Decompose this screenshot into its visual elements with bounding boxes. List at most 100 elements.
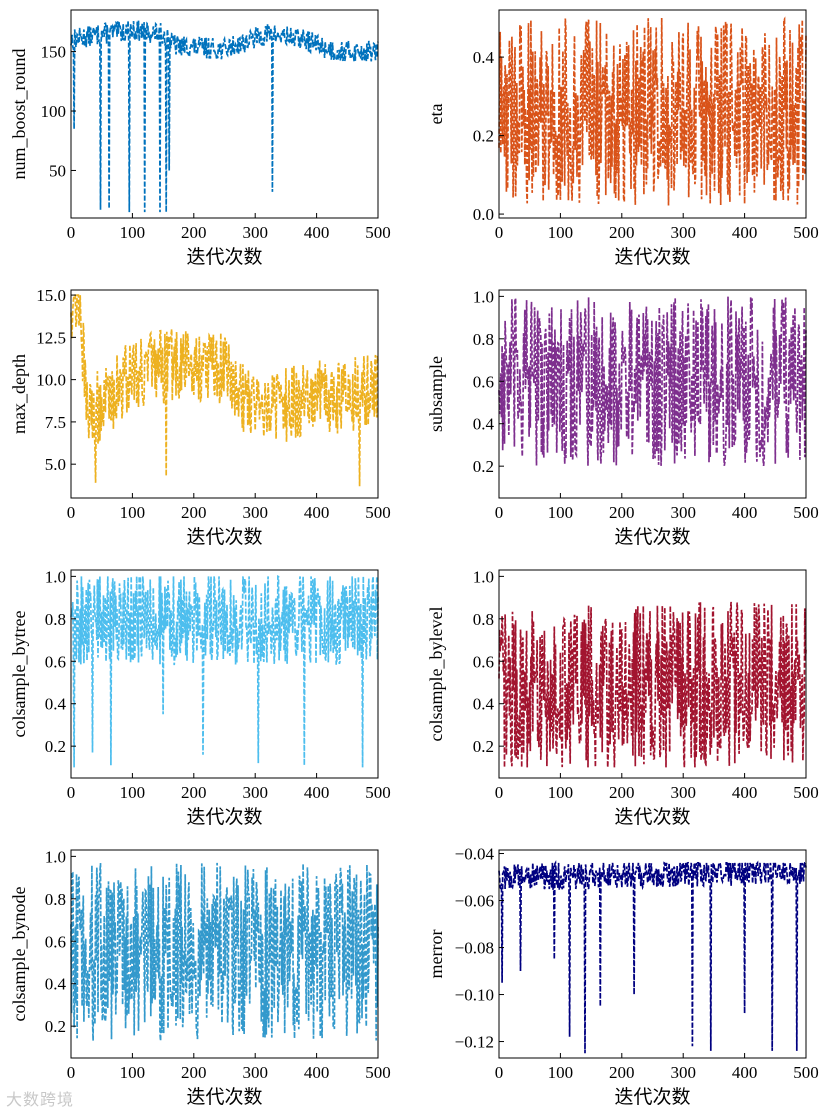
y-tick-label: 1.0 (45, 847, 66, 866)
subplot-max-depth: 0 100 200 300 400 500 5.0 7.5 10.0 12.5 15.0 迭代次数 ma… (9, 286, 391, 548)
x-tick-label: 100 (548, 783, 574, 802)
y-axis-label: colsample_bynode (9, 887, 29, 1022)
y-tick-label: 1.0 (45, 567, 66, 586)
y-tick-label: 0.6 (473, 652, 494, 671)
x-tick-label: 400 (304, 223, 330, 242)
y-tick-label: 12.5 (36, 328, 66, 347)
x-tick-label: 500 (793, 1063, 819, 1082)
x-tick-label: 500 (793, 783, 819, 802)
plot-frame (70, 9, 379, 219)
y-tick-label: 100 (41, 102, 67, 121)
x-tick-label: 300 (670, 503, 696, 522)
y-tick-label: 50 (49, 161, 66, 180)
y-axis-label: eta (426, 104, 446, 125)
x-tick-label: 500 (365, 1063, 391, 1082)
plot-frame (70, 849, 379, 1059)
y-tick-label: 0.6 (473, 372, 494, 391)
x-tick-label: 200 (181, 1063, 207, 1082)
plot-frame (70, 289, 379, 499)
subplot-colsample-bytree: 0 100 200 300 400 500 0.2 0.4 0.6 0.8 1.0 迭代次数 colsa… (9, 567, 391, 828)
y-tick-label: 0.0 (473, 205, 494, 224)
x-tick-label: 400 (304, 1063, 330, 1082)
x-tick-label: 300 (670, 1063, 696, 1082)
x-tick-label: 0 (67, 503, 76, 522)
y-tick-label: 0.8 (473, 610, 494, 629)
x-tick-label: 200 (609, 223, 635, 242)
x-tick-label: 300 (242, 223, 268, 242)
x-tick-label: 400 (304, 503, 330, 522)
y-tick-label: 0.8 (473, 330, 494, 349)
x-axis-label: 迭代次数 (614, 246, 690, 268)
x-axis-label: 迭代次数 (614, 1086, 690, 1108)
x-axis-label: 迭代次数 (614, 806, 690, 828)
x-tick-label: 0 (67, 1063, 76, 1082)
y-tick-label: 0.6 (45, 652, 66, 671)
x-tick-label: 500 (793, 503, 819, 522)
x-axis-label: 迭代次数 (186, 806, 262, 828)
y-tick-label: 0.4 (473, 695, 495, 714)
plot-frame (70, 569, 379, 779)
y-tick-label: 1.0 (473, 567, 494, 586)
plot-frame (498, 569, 807, 779)
x-axis-label: 迭代次数 (614, 526, 690, 548)
y-tick-label: 0.2 (45, 737, 66, 756)
y-axis-label: colsample_bylevel (426, 607, 446, 742)
y-tick-label: −0.10 (455, 986, 494, 1005)
x-tick-label: 300 (242, 783, 268, 802)
y-tick-label: 0.4 (45, 695, 67, 714)
x-tick-label: 100 (120, 1063, 146, 1082)
y-tick-label: 10.0 (36, 371, 66, 390)
x-tick-label: 400 (304, 783, 330, 802)
series-line (498, 860, 807, 1054)
x-tick-label: 300 (242, 503, 268, 522)
x-tick-label: 100 (548, 1063, 574, 1082)
series-line (70, 575, 379, 768)
y-tick-label: 0.4 (473, 415, 495, 434)
x-axis-label: 迭代次数 (186, 1086, 262, 1108)
y-tick-label: 150 (41, 43, 67, 62)
series-line (70, 294, 379, 487)
x-tick-label: 300 (242, 1063, 268, 1082)
x-tick-label: 200 (609, 783, 635, 802)
x-tick-label: 500 (365, 223, 391, 242)
subplot-colsample-bylevel: 0 100 200 300 400 500 0.2 0.4 0.6 0.8 1.0 迭代次数 colsa… (426, 567, 819, 828)
x-tick-label: 0 (495, 783, 504, 802)
x-tick-label: 200 (609, 1063, 635, 1082)
x-tick-label: 0 (495, 503, 504, 522)
y-tick-label: 0.4 (45, 975, 67, 994)
x-tick-label: 100 (120, 783, 146, 802)
x-tick-label: 300 (670, 783, 696, 802)
x-tick-label: 100 (548, 223, 574, 242)
x-tick-label: 400 (732, 1063, 758, 1082)
y-tick-label: −0.06 (455, 892, 494, 911)
y-tick-label: 0.4 (473, 48, 495, 67)
x-tick-label: 400 (732, 783, 758, 802)
subplot-eta: 0 100 200 300 400 500 0.0 0.2 0.4 迭代次数 eta (426, 9, 819, 268)
x-tick-label: 0 (495, 223, 504, 242)
y-tick-label: 0.2 (473, 127, 494, 146)
x-tick-label: 400 (732, 503, 758, 522)
watermark: 大数跨境 (6, 1090, 75, 1109)
x-tick-label: 400 (732, 223, 758, 242)
x-tick-label: 200 (181, 783, 207, 802)
subplot-subsample: 0 100 200 300 400 500 0.2 0.4 0.6 0.8 1.0 迭代次数 subsa… (426, 287, 819, 548)
y-axis-label: max_depth (9, 354, 29, 434)
y-tick-label: 7.5 (45, 413, 66, 432)
y-tick-label: −0.12 (455, 1033, 494, 1052)
x-tick-label: 200 (181, 503, 207, 522)
x-tick-label: 0 (67, 783, 76, 802)
x-axis-label: 迭代次数 (186, 526, 262, 548)
y-axis-label: num_boost_round (9, 48, 29, 179)
y-tick-label: 0.2 (473, 737, 494, 756)
y-tick-label: 15.0 (36, 286, 66, 305)
y-tick-label: 0.8 (45, 610, 66, 629)
x-tick-label: 100 (120, 223, 146, 242)
x-axis-label: 迭代次数 (186, 246, 262, 268)
series-line (70, 20, 379, 213)
y-axis-label: colsample_bytree (9, 611, 29, 738)
x-tick-label: 100 (120, 503, 146, 522)
y-tick-label: −0.04 (455, 845, 495, 864)
x-tick-label: 100 (548, 503, 574, 522)
x-tick-label: 500 (365, 783, 391, 802)
